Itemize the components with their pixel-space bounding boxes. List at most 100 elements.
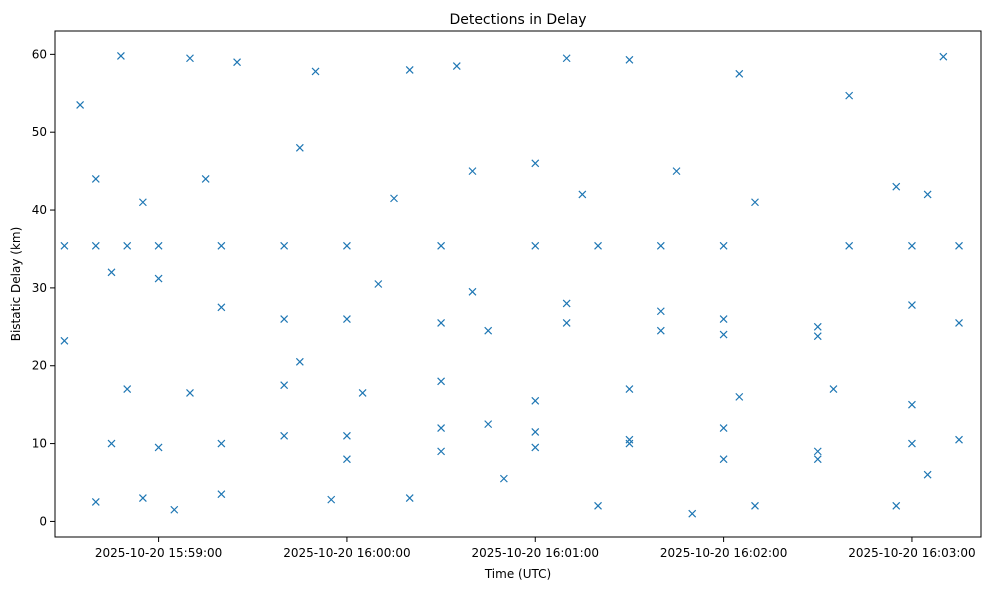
data-point xyxy=(437,241,446,250)
data-point xyxy=(719,424,728,432)
y-tick-label: 10 xyxy=(32,437,47,451)
data-point xyxy=(91,241,100,250)
data-point xyxy=(154,274,163,283)
y-tick-label: 50 xyxy=(32,125,47,139)
data-point xyxy=(892,501,901,510)
data-point xyxy=(908,400,916,409)
data-point xyxy=(217,439,226,448)
axes-frame xyxy=(54,30,982,538)
data-point xyxy=(719,241,728,250)
data-point xyxy=(280,241,289,250)
data-point xyxy=(625,385,634,394)
plot-area xyxy=(60,51,963,518)
data-point xyxy=(531,396,540,405)
data-point xyxy=(107,268,116,277)
data-point xyxy=(845,241,854,250)
data-point xyxy=(719,330,728,339)
data-point xyxy=(562,318,571,327)
data-point xyxy=(594,241,602,250)
y-tick-label: 60 xyxy=(32,47,47,61)
data-point xyxy=(327,495,336,504)
data-point xyxy=(343,241,351,250)
data-point xyxy=(499,474,508,483)
data-point xyxy=(625,435,634,444)
data-point xyxy=(280,431,289,440)
y-tick-label: 20 xyxy=(32,359,47,373)
x-axis-ticks: 2025-10-20 15:59:00 2025-10-20 16:00:00 20… xyxy=(95,537,976,560)
data-point xyxy=(813,322,822,331)
x-tick-label: 2025-10-20 16:00:00 xyxy=(283,546,410,560)
data-point xyxy=(405,494,414,503)
data-point xyxy=(60,241,69,250)
data-point xyxy=(468,287,477,296)
data-point xyxy=(76,101,85,109)
data-point xyxy=(217,303,226,312)
data-point xyxy=(233,58,241,67)
data-point xyxy=(280,381,289,390)
data-point xyxy=(437,318,446,327)
data-point xyxy=(484,420,493,429)
data-point xyxy=(908,241,916,250)
y-tick-label: 0 xyxy=(39,514,47,528)
data-point xyxy=(217,490,226,499)
data-point xyxy=(123,385,132,394)
chart-title: Detections in Delay xyxy=(449,12,586,28)
x-axis-label: Time (UTC) xyxy=(484,567,551,581)
data-point xyxy=(437,447,446,456)
data-point xyxy=(186,54,194,63)
data-point xyxy=(107,439,116,448)
data-point xyxy=(531,241,540,250)
data-point xyxy=(123,241,132,250)
data-point xyxy=(484,326,493,335)
data-point xyxy=(955,318,963,327)
data-point xyxy=(625,439,634,448)
data-point xyxy=(892,182,901,191)
data-point xyxy=(452,62,461,70)
data-point xyxy=(939,52,948,61)
data-point xyxy=(955,435,963,444)
data-point xyxy=(813,332,822,341)
data-point xyxy=(845,91,854,100)
data-point xyxy=(437,377,446,386)
data-point xyxy=(719,315,728,323)
data-point xyxy=(343,455,351,464)
data-point xyxy=(625,55,634,64)
data-point xyxy=(656,241,665,250)
data-point xyxy=(311,67,320,76)
data-point xyxy=(91,498,100,506)
y-axis-label: Bistatic Delay (km) xyxy=(9,227,23,342)
data-point xyxy=(813,447,822,456)
data-point xyxy=(735,69,744,78)
data-point xyxy=(688,509,697,518)
data-point xyxy=(138,198,147,207)
data-point xyxy=(217,241,226,250)
data-point xyxy=(170,505,179,514)
data-point xyxy=(91,174,100,183)
data-point xyxy=(656,326,665,335)
y-tick-label: 40 xyxy=(32,203,47,217)
data-point xyxy=(908,439,916,448)
data-point xyxy=(295,357,304,366)
data-point xyxy=(923,190,932,199)
data-point xyxy=(358,389,367,397)
data-point xyxy=(829,385,838,394)
x-tick-label: 2025-10-20 15:59:00 xyxy=(95,546,222,560)
data-point xyxy=(390,194,398,203)
data-point xyxy=(751,198,759,207)
data-point xyxy=(594,501,602,510)
data-point xyxy=(562,54,571,63)
data-point xyxy=(201,174,210,183)
data-point xyxy=(751,501,759,510)
data-point xyxy=(908,301,916,309)
data-point xyxy=(154,443,163,452)
data-point xyxy=(60,336,69,345)
x-tick-label: 2025-10-20 16:01:00 xyxy=(472,546,599,560)
data-point xyxy=(405,65,414,74)
data-point xyxy=(116,51,125,60)
x-tick-label: 2025-10-20 16:02:00 xyxy=(660,546,787,560)
data-point xyxy=(531,443,540,452)
data-point xyxy=(138,494,147,503)
data-point xyxy=(923,470,932,479)
data-point xyxy=(468,167,477,176)
